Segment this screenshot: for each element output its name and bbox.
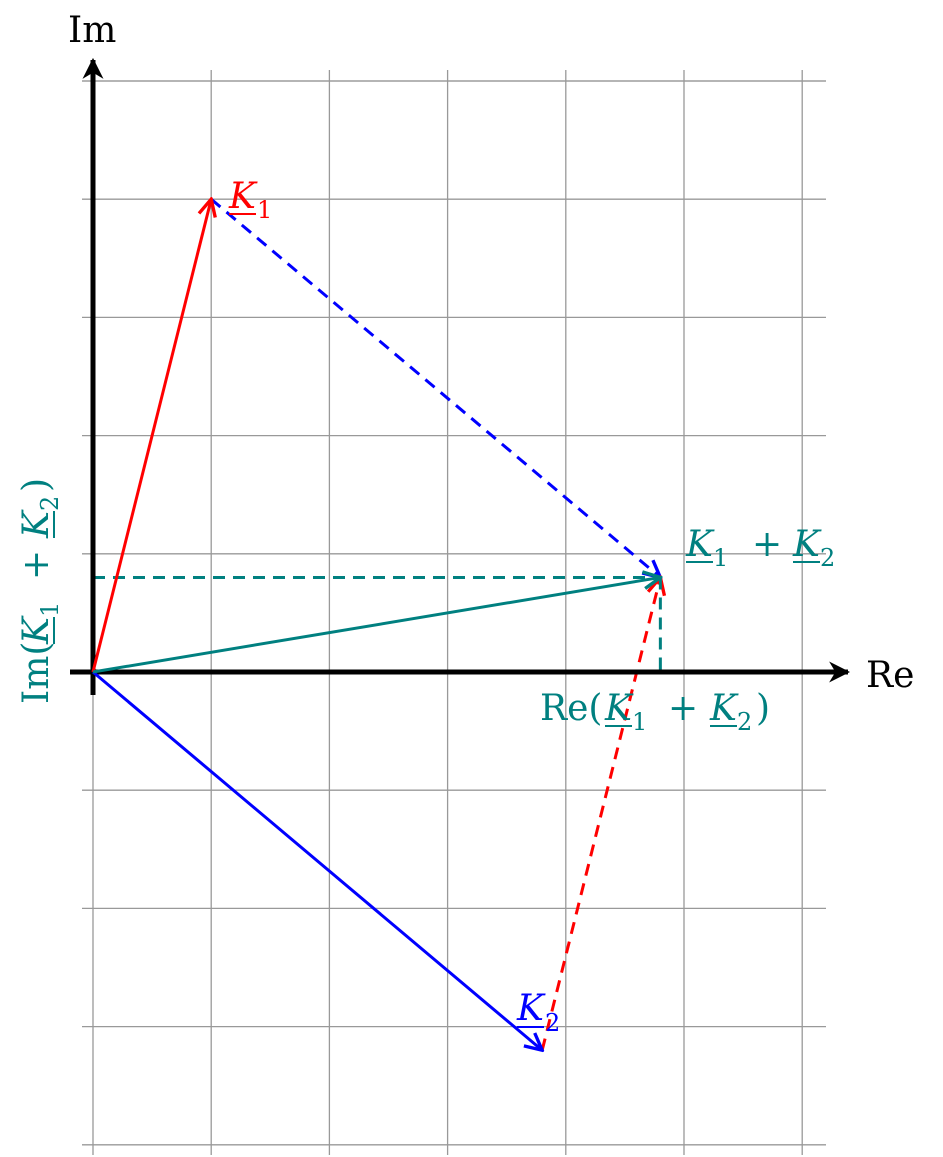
- sum-label-k1-sub: 1: [713, 544, 728, 572]
- re-sum-label-suffix: ): [756, 688, 770, 729]
- re-sum-label-k1-name: K: [604, 688, 634, 729]
- im-sum-label: Im( K 1 + K 2 ): [16, 478, 64, 704]
- sum-label-plus: +: [752, 524, 782, 565]
- real-axis-label: Re: [866, 655, 914, 696]
- re-sum-label-prefix: Re(: [540, 688, 602, 729]
- im-sum-label-k2-name: K: [16, 509, 57, 539]
- k1-label-sub: 1: [257, 196, 272, 224]
- k1-label-name: K: [228, 176, 258, 217]
- k1-vector: [91, 199, 211, 673]
- im-sum-label-plus: +: [16, 550, 57, 580]
- k1-label: K 1: [228, 176, 272, 224]
- re-sum-label-k2-name: K: [709, 688, 739, 729]
- k2-label-name: K: [516, 988, 546, 1029]
- im-sum-label-k1-name: K: [16, 615, 57, 645]
- re-sum-label-k1-sub: 1: [632, 708, 647, 736]
- k2-label: K 2: [516, 988, 560, 1037]
- sum-label-k2-name: K: [792, 524, 822, 565]
- re-sum-label-plus: +: [668, 688, 698, 729]
- sum-label-k2-sub: 2: [820, 544, 835, 572]
- im-sum-label-k1-sub: 1: [36, 602, 64, 617]
- sum-label-k1-name: K: [685, 524, 715, 565]
- im-sum-label-prefix: Im(: [16, 642, 57, 704]
- im-sum-label-k2-sub: 2: [36, 496, 64, 511]
- sum-vector: [92, 577, 660, 674]
- im-sum-label-suffix: ): [16, 478, 57, 492]
- k2-vector: [92, 670, 542, 1050]
- sum-label: K 1 + K 2: [685, 524, 835, 572]
- re-sum-label: Re( K 1 + K 2 ): [540, 688, 770, 736]
- k2-shifted-dashed-line: [210, 198, 660, 577]
- k1-shifted-dashed-line: [540, 577, 660, 1051]
- k2-label-sub: 2: [545, 1009, 560, 1037]
- re-sum-label-k2-sub: 2: [737, 708, 752, 736]
- imaginary-axis-label: Im: [68, 10, 116, 51]
